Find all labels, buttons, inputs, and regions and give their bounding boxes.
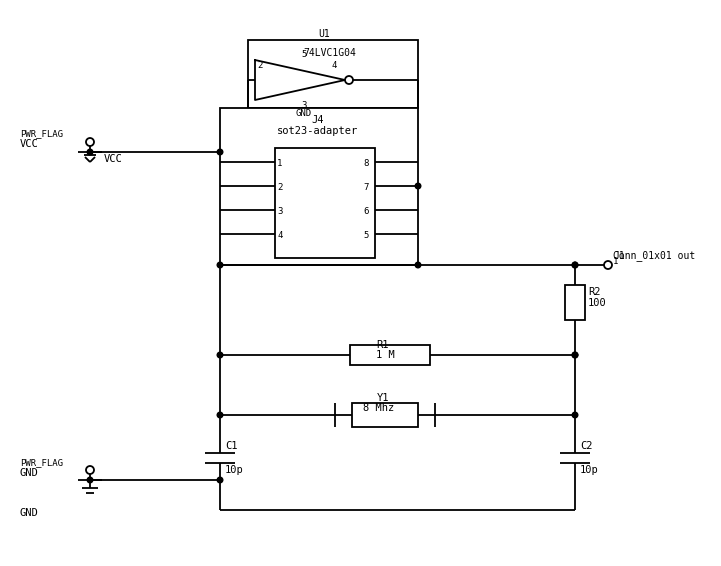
Text: 10p: 10p (580, 465, 598, 475)
Bar (275, 148, 375, 258)
Text: sot23-adapter: sot23-adapter (277, 126, 358, 136)
Text: VCC: VCC (20, 139, 39, 149)
Circle shape (87, 477, 93, 483)
Bar (220, 108, 418, 265)
Text: GND: GND (20, 508, 39, 518)
Bar (248, 40, 418, 108)
Text: 7: 7 (363, 182, 368, 191)
Text: R2: R2 (588, 287, 601, 297)
Circle shape (86, 138, 94, 146)
Text: 100: 100 (588, 298, 607, 308)
Circle shape (217, 352, 223, 358)
Bar (352, 403, 418, 427)
Circle shape (572, 352, 578, 358)
Circle shape (572, 262, 578, 268)
Text: 6: 6 (363, 207, 368, 216)
Bar (565, 285, 585, 320)
Circle shape (572, 262, 578, 268)
Text: C1: C1 (225, 441, 237, 451)
Text: PWR_FLAG: PWR_FLAG (20, 129, 63, 138)
Text: J4: J4 (311, 115, 324, 125)
Circle shape (572, 352, 578, 358)
Circle shape (415, 262, 421, 268)
Text: 5: 5 (363, 230, 368, 239)
Text: J1: J1 (613, 251, 625, 261)
Circle shape (217, 412, 223, 418)
Text: C2: C2 (580, 441, 593, 451)
Text: 2: 2 (257, 61, 262, 70)
Circle shape (604, 261, 612, 269)
Text: 8 Mhz: 8 Mhz (363, 403, 394, 413)
Circle shape (572, 412, 578, 418)
Text: U1: U1 (318, 29, 329, 39)
Circle shape (415, 183, 421, 189)
Text: 3: 3 (301, 101, 306, 110)
Polygon shape (255, 60, 345, 100)
Text: GND: GND (20, 468, 39, 478)
Text: 8: 8 (363, 158, 368, 168)
Circle shape (217, 477, 223, 483)
Circle shape (87, 149, 93, 155)
Text: 4: 4 (332, 61, 337, 70)
Text: 3: 3 (277, 207, 283, 216)
Circle shape (345, 76, 353, 84)
Circle shape (217, 149, 223, 155)
Text: GND: GND (295, 109, 311, 118)
Text: 10p: 10p (225, 465, 244, 475)
Circle shape (217, 262, 223, 268)
Text: 1: 1 (277, 158, 283, 168)
Text: PWR_FLAG: PWR_FLAG (20, 458, 63, 467)
Text: Conn_01x01 out: Conn_01x01 out (613, 250, 695, 261)
Bar (350, 345, 430, 365)
Text: VCC: VCC (104, 154, 123, 164)
Text: 1: 1 (613, 258, 619, 267)
Text: Y1: Y1 (377, 393, 389, 403)
Text: 5: 5 (301, 50, 306, 59)
Text: 74LVC1G04: 74LVC1G04 (303, 48, 356, 58)
Text: 2: 2 (277, 182, 283, 191)
Text: 1 M: 1 M (376, 350, 395, 360)
Text: R1: R1 (376, 340, 389, 350)
Circle shape (86, 466, 94, 474)
Text: 4: 4 (277, 230, 283, 239)
